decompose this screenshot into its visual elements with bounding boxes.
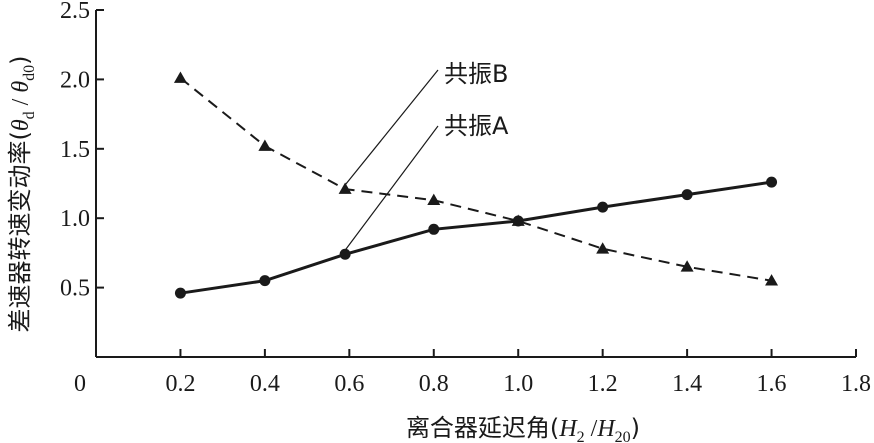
x-tick-label: 1.4: [672, 371, 702, 397]
annotation-label: 共振A: [444, 112, 509, 140]
series-B-point: [596, 242, 610, 254]
series-A-point: [766, 176, 778, 188]
y-tick-label: 1.0: [60, 206, 90, 232]
series-A-point: [174, 287, 186, 299]
series-B-line: [179, 77, 772, 282]
annotations: 共振B 共振A: [344, 60, 509, 251]
y-ticks: 0.5 1.0 1.5 2.0 2.5: [60, 0, 104, 302]
series-A-point: [428, 223, 440, 235]
x-tick-label: 0.8: [419, 371, 449, 397]
y-tick-label: 2.0: [60, 67, 90, 93]
x-tick-label: 1.8: [841, 371, 871, 397]
series-lines: [179, 77, 772, 295]
series-A-point: [597, 201, 609, 213]
series-A-line: [180, 180, 772, 295]
x-tick-label: 1.2: [588, 371, 618, 397]
series-markers: [173, 71, 779, 299]
x-tick-label: 0.6: [334, 371, 364, 397]
x-tick-label: 0.4: [250, 371, 280, 397]
series-B-point: [511, 214, 525, 226]
series-B-point: [765, 274, 779, 286]
series-A-point: [259, 275, 271, 287]
y-tick-label: 1.5: [60, 137, 90, 163]
series-B-point: [173, 71, 187, 83]
x-tick-label: 0.2: [165, 371, 195, 397]
x-axis-title: 离合器延迟角(H2 /H20): [406, 414, 640, 443]
y-axis-title: 差速器转速变动率(θd / θd0): [6, 55, 38, 332]
x-tick-label: 1.6: [757, 371, 787, 397]
series-A-point: [681, 189, 693, 201]
series-A-point: [339, 248, 351, 260]
x-ticks: 0 0.2 0.4 0.6 0.8 1.0 1.2 1.4 1.6 1.8: [74, 349, 871, 397]
axes: [95, 10, 856, 358]
annotation-label: 共振B: [444, 60, 508, 88]
y-tick-label: 0.5: [60, 276, 90, 302]
x-tick-label: 1.0: [503, 371, 533, 397]
y-tick-label: 2.5: [60, 0, 90, 24]
annotation-leader-line: [344, 69, 439, 186]
series-B-point: [338, 182, 352, 194]
x-tick-label: 0: [74, 371, 86, 397]
series-B-point: [680, 260, 694, 272]
series-B-point: [427, 193, 441, 206]
annotation-leader-line: [344, 125, 439, 251]
series-B-point: [258, 139, 272, 151]
